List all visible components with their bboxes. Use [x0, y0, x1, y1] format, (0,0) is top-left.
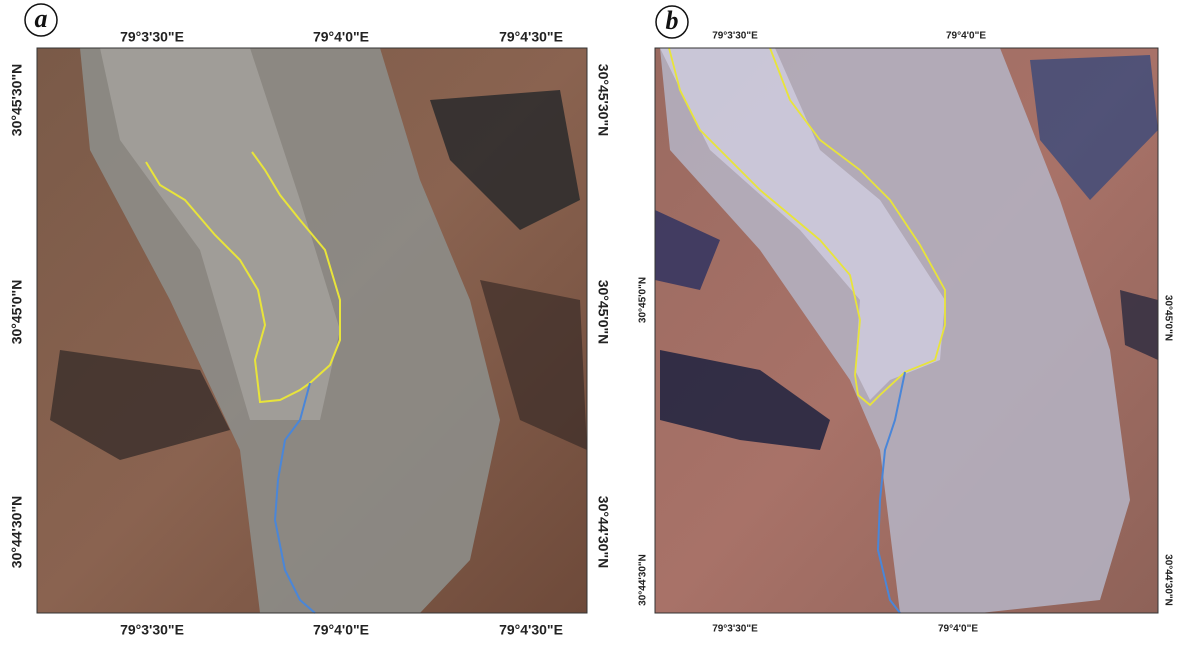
latitude-label: 30°45'0"N: [1162, 295, 1173, 341]
figure: a 79°3'30"E 79°4'0"E 79°4'30"E 79°3'30"E 79°4…: [0, 0, 1177, 644]
satellite-image-a: [37, 48, 587, 613]
latitude-label: 30°44'30"N: [9, 496, 25, 568]
latitude-label: 30°45'30"N: [595, 64, 611, 136]
longitude-label: 79°4'0"E: [313, 622, 369, 638]
panel-label: b: [666, 6, 679, 35]
longitude-label: 79°4'0"E: [938, 624, 978, 635]
latitude-label: 30°44'30"N: [638, 554, 649, 606]
longitude-label: 79°4'0"E: [313, 29, 369, 45]
latitude-label: 30°45'0"N: [9, 280, 25, 345]
latitude-label: 30°45'30"N: [9, 64, 25, 136]
latitude-label: 30°44'30"N: [1162, 554, 1173, 606]
longitude-label: 79°3'30"E: [120, 622, 184, 638]
latitude-label: 30°45'0"N: [638, 277, 649, 323]
longitude-label: 79°4'30"E: [499, 622, 563, 638]
panel-label: a: [35, 4, 48, 33]
satellite-image-b: [655, 48, 1158, 613]
longitude-label: 79°3'30"E: [712, 624, 758, 635]
longitude-label: 79°4'0"E: [946, 31, 986, 42]
longitude-label: 79°3'30"E: [120, 29, 184, 45]
longitude-label: 79°3'30"E: [712, 31, 758, 42]
latitude-label: 30°45'0"N: [595, 280, 611, 345]
latitude-label: 30°44'30"N: [595, 496, 611, 568]
longitude-label: 79°4'30"E: [499, 29, 563, 45]
